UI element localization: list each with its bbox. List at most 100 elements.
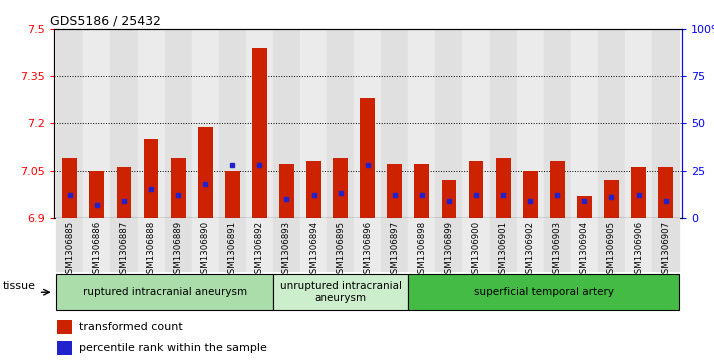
Bar	[138, 218, 165, 272]
Bar	[56, 29, 84, 218]
Bar	[441, 180, 456, 218]
Bar	[306, 161, 321, 218]
Bar	[300, 218, 327, 272]
Bar	[598, 29, 625, 218]
Bar	[84, 29, 111, 218]
Text: GSM1306902: GSM1306902	[526, 220, 535, 279]
Bar	[327, 29, 354, 218]
Bar	[408, 29, 436, 218]
Bar	[361, 98, 375, 218]
Bar	[89, 171, 104, 218]
Bar	[468, 161, 483, 218]
Text: GSM1306894: GSM1306894	[309, 220, 318, 279]
Bar	[658, 167, 673, 218]
Bar	[198, 127, 213, 218]
Bar	[246, 218, 273, 272]
Text: GSM1306904: GSM1306904	[580, 220, 589, 279]
Bar	[191, 218, 218, 272]
Bar	[327, 218, 354, 272]
Bar	[523, 171, 538, 218]
Bar	[84, 218, 111, 272]
FancyBboxPatch shape	[56, 274, 273, 310]
Text: GSM1306900: GSM1306900	[471, 220, 481, 279]
Text: GSM1306887: GSM1306887	[119, 220, 129, 279]
Bar	[354, 29, 381, 218]
FancyBboxPatch shape	[408, 274, 679, 310]
Bar	[354, 218, 381, 272]
Bar	[300, 29, 327, 218]
Bar	[490, 218, 517, 272]
Bar	[550, 161, 565, 218]
Text: GSM1306899: GSM1306899	[444, 220, 453, 278]
Bar	[381, 218, 408, 272]
Bar	[652, 218, 679, 272]
Text: GSM1306886: GSM1306886	[92, 220, 101, 279]
Text: GSM1306907: GSM1306907	[661, 220, 670, 279]
Bar	[111, 29, 138, 218]
Text: GDS5186 / 25432: GDS5186 / 25432	[51, 15, 161, 28]
Bar	[116, 167, 131, 218]
Bar	[273, 218, 300, 272]
Bar	[218, 29, 246, 218]
Text: GSM1306906: GSM1306906	[634, 220, 643, 279]
Text: GSM1306892: GSM1306892	[255, 220, 264, 279]
Bar	[62, 158, 77, 218]
Bar	[490, 29, 517, 218]
Text: ruptured intracranial aneurysm: ruptured intracranial aneurysm	[83, 287, 246, 297]
Text: GSM1306891: GSM1306891	[228, 220, 237, 279]
Bar	[625, 218, 652, 272]
Bar	[279, 164, 294, 218]
Text: GSM1306903: GSM1306903	[553, 220, 562, 279]
Bar	[625, 29, 652, 218]
Bar	[408, 218, 436, 272]
Bar	[246, 29, 273, 218]
Text: GSM1306889: GSM1306889	[174, 220, 183, 279]
Bar	[463, 29, 490, 218]
Bar	[111, 218, 138, 272]
Bar	[436, 29, 463, 218]
Text: GSM1306885: GSM1306885	[65, 220, 74, 279]
Text: transformed count: transformed count	[79, 322, 183, 332]
Text: GSM1306898: GSM1306898	[418, 220, 426, 279]
Bar	[191, 29, 218, 218]
Bar	[414, 164, 429, 218]
Bar	[218, 218, 246, 272]
Bar	[517, 218, 544, 272]
Bar	[144, 139, 159, 218]
Text: GSM1306905: GSM1306905	[607, 220, 616, 279]
Text: GSM1306901: GSM1306901	[498, 220, 508, 279]
Bar	[436, 218, 463, 272]
Bar	[56, 320, 72, 334]
Bar	[496, 158, 511, 218]
Bar	[252, 48, 267, 218]
Bar	[570, 218, 598, 272]
Text: GSM1306895: GSM1306895	[336, 220, 345, 279]
Bar	[517, 29, 544, 218]
Text: GSM1306888: GSM1306888	[146, 220, 156, 279]
Bar	[598, 218, 625, 272]
Bar	[463, 218, 490, 272]
Bar	[56, 341, 72, 355]
Bar	[171, 158, 186, 218]
Bar	[577, 196, 592, 218]
Bar	[544, 218, 570, 272]
Bar	[604, 180, 619, 218]
Bar	[165, 29, 191, 218]
Text: unruptured intracranial
aneurysm: unruptured intracranial aneurysm	[280, 281, 402, 303]
Text: GSM1306897: GSM1306897	[391, 220, 399, 279]
Bar	[652, 29, 679, 218]
Text: percentile rank within the sample: percentile rank within the sample	[79, 343, 266, 353]
Text: GSM1306896: GSM1306896	[363, 220, 372, 279]
Bar	[165, 218, 191, 272]
Text: GSM1306890: GSM1306890	[201, 220, 210, 279]
Text: tissue: tissue	[3, 281, 36, 291]
Text: superficial temporal artery: superficial temporal artery	[474, 287, 614, 297]
Bar	[388, 164, 402, 218]
FancyBboxPatch shape	[273, 274, 408, 310]
Bar	[225, 171, 240, 218]
Bar	[631, 167, 646, 218]
Bar	[544, 29, 570, 218]
Bar	[570, 29, 598, 218]
Bar	[333, 158, 348, 218]
Bar	[381, 29, 408, 218]
